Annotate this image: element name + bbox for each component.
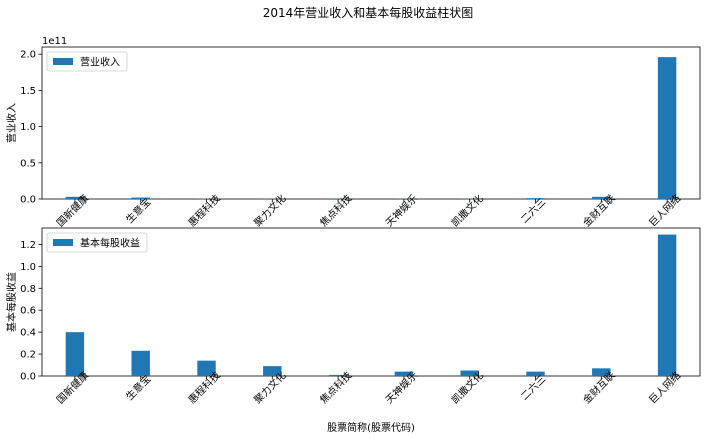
y-tick-label: 1.0 (20, 122, 36, 133)
x-tick-label: 二六三 (519, 196, 549, 226)
bar (197, 360, 216, 376)
y-tick-label: 1.2 (20, 240, 36, 251)
y-tick-label: 2.0 (20, 50, 36, 61)
bar (592, 368, 611, 376)
y-tick-label: 0.8 (20, 284, 36, 295)
bar (592, 196, 611, 199)
y-tick-label: 1.5 (20, 86, 36, 97)
bar (131, 197, 150, 199)
x-tick-label: 生意宝 (123, 195, 153, 225)
bar (65, 196, 85, 199)
y-tick-label: 0.2 (20, 350, 36, 361)
legend: 营业收入 (46, 51, 128, 72)
bar (657, 57, 677, 200)
x-tick-label: 焦点科技 (317, 369, 354, 406)
x-tick-label: 凯撒文化 (448, 192, 485, 229)
y-tick-label: 0.5 (20, 158, 36, 169)
y-tick-label: 0.4 (20, 328, 36, 339)
bar (263, 366, 282, 376)
figure-title: 2014年营业收入和基本每股收益柱状图 (263, 5, 474, 20)
legend: 基本每股收益 (46, 232, 148, 253)
y-scale-note: 1e11 (42, 36, 67, 47)
y-tick-label: 0.6 (20, 306, 36, 317)
plot-frame (41, 46, 701, 200)
y-axis-label: 营业收入 (5, 103, 18, 143)
y-axis-label: 基本每股收益 (5, 272, 18, 332)
bar (526, 198, 545, 199)
legend-swatch (53, 58, 73, 65)
x-tick-label: 聚力文化 (251, 192, 288, 229)
y-tick-label: 0.0 (20, 372, 36, 383)
y-tick-label: 1.0 (20, 262, 36, 273)
legend-label: 基本每股收益 (80, 237, 140, 250)
legend-box (46, 51, 128, 72)
x-tick-label: 焦点科技 (317, 192, 354, 229)
x-tick-label: 生意宝 (123, 372, 153, 402)
bar (526, 371, 545, 376)
bar (657, 234, 677, 376)
legend-label: 营业收入 (80, 56, 120, 69)
legend-box (46, 232, 148, 253)
bar (394, 371, 414, 376)
plot-frame (41, 227, 701, 377)
x-tick-label: 二六三 (519, 373, 549, 403)
bar (460, 370, 479, 376)
x-axis-label: 股票简称(股票代码) (327, 421, 415, 434)
x-tick-label: 天神娱乐 (383, 192, 420, 229)
legend-swatch (53, 239, 73, 246)
x-tick-label: 惠程科技 (185, 192, 222, 229)
bar (65, 332, 85, 376)
y-tick-label: 0.0 (20, 195, 36, 206)
bar (131, 350, 150, 376)
bar (328, 374, 348, 376)
